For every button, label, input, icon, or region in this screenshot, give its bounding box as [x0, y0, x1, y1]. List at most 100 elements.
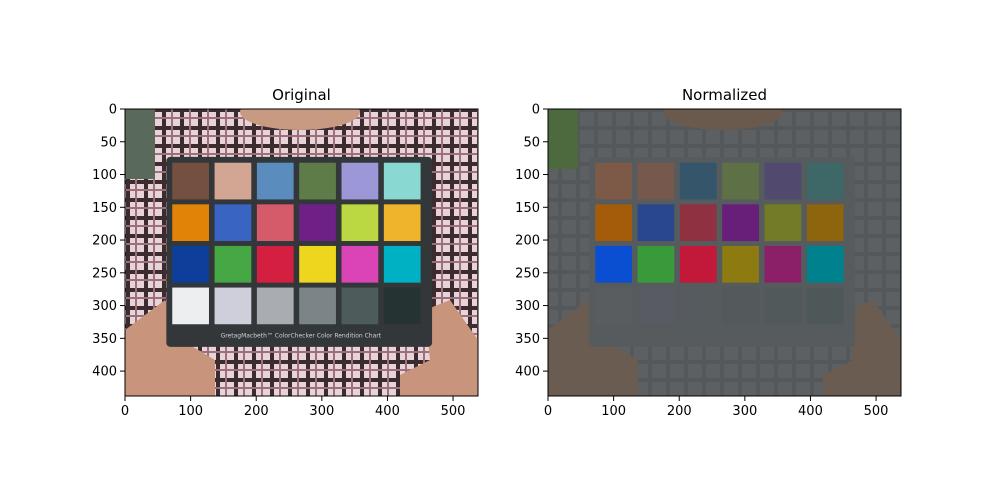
y-tick-label: 0 — [109, 103, 117, 118]
color-patch — [806, 204, 844, 242]
y-tick-label: 200 — [92, 234, 117, 249]
color-patch — [256, 204, 294, 242]
x-axis: 0 100 200 300 400 500 — [121, 396, 466, 419]
color-patch — [595, 245, 632, 283]
color-patch — [299, 245, 336, 283]
color-patch — [637, 162, 675, 200]
color-patch — [679, 204, 717, 242]
y-tick-label: 300 — [92, 299, 117, 314]
x-tick-label: 500 — [864, 404, 889, 419]
left-plant-region — [548, 109, 578, 169]
color-patch — [341, 287, 379, 325]
color-patch — [722, 245, 759, 283]
color-patch — [764, 287, 802, 325]
y-tick-label: 0 — [532, 103, 540, 118]
x-tick-label: 500 — [441, 404, 466, 419]
color-patch — [299, 204, 336, 242]
color-patch — [383, 162, 421, 200]
neck-region — [663, 109, 783, 130]
y-tick-label: 400 — [515, 365, 540, 380]
y-tick-label: 150 — [515, 201, 540, 216]
y-tick-label: 250 — [515, 266, 540, 281]
color-patch — [214, 162, 252, 200]
left-hand — [548, 300, 638, 396]
color-patch — [679, 245, 717, 283]
y-axis: 0 50 100 150 200 250 300 350 400 — [515, 103, 548, 380]
x-axis: 0 100 200 300 400 500 — [544, 396, 889, 419]
color-patch — [256, 162, 294, 200]
color-patch — [722, 162, 759, 200]
color-patch — [595, 287, 632, 325]
color-patch — [383, 204, 421, 242]
x-tick-label: 100 — [601, 404, 626, 419]
color-patch — [595, 204, 632, 242]
color-patch — [679, 162, 717, 200]
color-patch — [172, 245, 209, 283]
color-checker-board — [589, 156, 856, 347]
left-hand — [125, 300, 215, 396]
color-patch — [214, 287, 252, 325]
color-patch — [764, 204, 802, 242]
color-patch — [595, 162, 632, 200]
x-tick-label: 400 — [798, 404, 823, 419]
color-patch — [764, 245, 802, 283]
color-patch — [383, 287, 421, 325]
color-patch — [806, 287, 844, 325]
color-patch — [679, 287, 717, 325]
right-hand — [823, 300, 901, 396]
color-patch — [722, 204, 759, 242]
panel-original: Original GretagMacbeth™ ColorChecker Col… — [92, 86, 479, 419]
color-patch — [256, 287, 294, 325]
color-patch — [214, 204, 252, 242]
y-tick-label: 50 — [523, 135, 540, 150]
neck-skin — [240, 109, 360, 130]
x-tick-label: 200 — [667, 404, 692, 419]
y-tick-label: 100 — [515, 168, 540, 183]
color-patch — [214, 245, 252, 283]
chart-caption: GretagMacbeth™ ColorChecker Color Rendit… — [221, 333, 382, 340]
color-patch — [299, 162, 336, 200]
x-tick-label: 0 — [121, 404, 129, 419]
panel-normalized: Normalized 0 100 200 300 400 500 0 50 100 150 200… — [515, 86, 902, 419]
y-tick-label: 350 — [515, 332, 540, 347]
color-patch — [172, 162, 209, 200]
y-tick-label: 200 — [515, 234, 540, 249]
color-patch — [637, 245, 675, 283]
color-patch — [383, 245, 421, 283]
color-patch — [299, 287, 336, 325]
y-tick-label: 350 — [92, 332, 117, 347]
color-patch — [806, 245, 844, 283]
y-tick-label: 50 — [100, 135, 117, 150]
x-tick-label: 300 — [309, 404, 334, 419]
color-patch — [172, 204, 209, 242]
x-tick-label: 0 — [544, 404, 552, 419]
x-tick-label: 300 — [732, 404, 757, 419]
y-tick-label: 300 — [515, 299, 540, 314]
axes-frame — [124, 108, 479, 397]
color-patch — [806, 162, 844, 200]
y-axis: 0 50 100 150 200 250 300 350 400 — [92, 103, 125, 380]
panel-title: Normalized — [682, 86, 767, 104]
color-patch — [637, 287, 675, 325]
y-tick-label: 250 — [92, 266, 117, 281]
color-patch — [764, 162, 802, 200]
y-tick-label: 150 — [92, 201, 117, 216]
color-patch — [722, 287, 759, 325]
axes-frame — [547, 108, 902, 397]
x-tick-label: 100 — [178, 404, 203, 419]
x-tick-label: 400 — [375, 404, 400, 419]
y-tick-label: 400 — [92, 365, 117, 380]
color-checker-board: GretagMacbeth™ ColorChecker Color Rendit… — [166, 156, 433, 347]
left-dark-region — [125, 109, 155, 179]
color-patch — [172, 287, 209, 325]
color-patch — [341, 245, 379, 283]
color-patch — [637, 204, 675, 242]
color-patch — [341, 162, 379, 200]
right-hand — [400, 300, 478, 396]
x-tick-label: 200 — [244, 404, 269, 419]
y-tick-label: 100 — [92, 168, 117, 183]
color-patch — [341, 204, 379, 242]
panel-title: Original — [272, 86, 331, 104]
color-patch — [256, 245, 294, 283]
